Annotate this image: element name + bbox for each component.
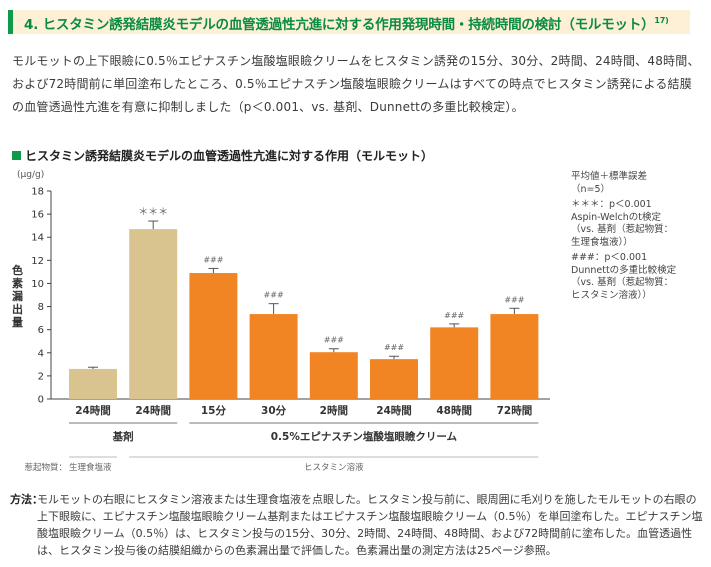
- x-tick-label: 24時間: [376, 404, 412, 417]
- section-title: 4. ヒスタミン誘発結膜炎モデルの血管透過性亢進に対する作用発現時間・持続時間の…: [24, 13, 669, 33]
- note-line: Dunnettの多重比較検定: [571, 264, 677, 276]
- x-tick-label: 24時間: [135, 404, 171, 417]
- square-bullet-icon: [12, 151, 21, 160]
- y-axis-label: 色素漏出量: [12, 264, 23, 329]
- significance-mark: ###: [203, 255, 223, 264]
- y-axis-unit: (μg/g): [17, 170, 45, 180]
- y-tick-label: 16: [31, 210, 44, 221]
- bar: [69, 368, 117, 399]
- intro-paragraph: モルモットの上下眼瞼に0.5％エピナスチン塩酸塩眼瞼クリームをヒスタミン誘発の1…: [12, 54, 700, 114]
- section-title-text: 4. ヒスタミン誘発結膜炎モデルの血管透過性亢進に対する作用発現時間・持続時間の…: [24, 17, 655, 33]
- significance-mark: ###: [264, 291, 284, 300]
- y-tick-label: 0: [38, 395, 44, 406]
- significance-mark: ###: [384, 343, 404, 352]
- y-tick-label: 12: [31, 256, 44, 267]
- bar: [490, 314, 539, 399]
- x-tick-label: 30分: [261, 404, 287, 417]
- bar: [189, 273, 238, 399]
- note-line: ヒスタミン溶液））: [571, 289, 652, 301]
- significance-mark: ＊＊＊: [138, 207, 168, 218]
- note-line: ###：p＜0.001: [571, 252, 648, 263]
- notes-sig2: ###：p＜0.001 Dunnettの多重比較検定 （vs. 基剤（惹起物質：…: [571, 252, 676, 302]
- method-label: 方法：: [10, 493, 43, 506]
- bar: [430, 327, 479, 399]
- note-line: 生理食塩液））: [571, 236, 633, 248]
- bar: [370, 359, 418, 399]
- bar-chart: 0 2 4 6 8 10 12 14 16 18 24時間 ＊＊＊ 24時間 ### 15分 ### 30分 ##…: [24, 187, 550, 473]
- significance-mark: ###: [324, 336, 344, 345]
- chart-title-text: ヒスタミン誘発結膜炎モデルの血管透過性亢進に対する作用（モルモット）: [25, 149, 434, 163]
- significance-mark: ###: [444, 311, 464, 320]
- bar: [249, 314, 298, 399]
- note-line: Aspin-Welchのt検定: [571, 211, 661, 223]
- method-text: モルモットの右眼にヒスタミン溶液または生理食塩液を点眼した。ヒスタミン投与前に、…: [37, 493, 703, 557]
- inducer-label: ヒスタミン溶液: [304, 462, 364, 473]
- note-line: ＊＊＊：p＜0.001: [571, 199, 652, 210]
- y-tick-label: 6: [38, 325, 44, 336]
- chart-notes: 平均値＋標準誤差 （n=5） ＊＊＊：p＜0.001 Aspin-Welchのt…: [571, 171, 676, 305]
- notes-sig1: ＊＊＊：p＜0.001 Aspin-Welchのt検定 （vs. 基剤（惹起物質…: [571, 199, 676, 249]
- chart-title: ヒスタミン誘発結膜炎モデルの血管透過性亢進に対する作用（モルモット）: [12, 147, 433, 164]
- note-line: （vs. 基剤（惹起物質：: [571, 277, 674, 288]
- header-accent-bar: [8, 10, 13, 34]
- inducer-label: 生理食塩液: [69, 462, 112, 473]
- group-label: 基剤: [112, 430, 134, 443]
- method-section: 方法： モルモットの右眼にヒスタミン溶液または生理食塩液を点眼した。ヒスタミン投…: [10, 491, 704, 559]
- bar: [309, 352, 358, 399]
- note-line: （vs. 基剤（惹起物質：: [571, 224, 674, 235]
- y-tick-label: 10: [31, 279, 44, 290]
- section-header: 4. ヒスタミン誘発結膜炎モデルの血管透過性亢進に対する作用発現時間・持続時間の…: [8, 10, 690, 34]
- note-line: （n=5）: [571, 183, 611, 195]
- inducer-prefix: 惹起物質：: [24, 462, 67, 473]
- y-tick-label: 4: [38, 348, 44, 359]
- y-tick-label: 8: [38, 302, 44, 313]
- x-tick-label: 48時間: [436, 404, 472, 417]
- y-tick-label: 14: [31, 233, 44, 244]
- y-tick-label: 2: [38, 371, 44, 382]
- group-label: 0.5%エピナスチン塩酸塩眼瞼クリーム: [271, 430, 458, 443]
- note-line: 平均値＋標準誤差: [571, 171, 648, 182]
- x-tick-label: 2時間: [320, 404, 348, 417]
- bar: [129, 229, 178, 399]
- x-tick-label: 24時間: [75, 404, 111, 417]
- significance-mark: ###: [504, 295, 524, 304]
- y-tick-label: 18: [31, 187, 44, 198]
- x-tick-label: 15分: [201, 404, 227, 417]
- notes-stats: 平均値＋標準誤差 （n=5）: [571, 171, 676, 196]
- x-tick-label: 72時間: [497, 404, 533, 417]
- reference-superscript: 17): [654, 16, 669, 25]
